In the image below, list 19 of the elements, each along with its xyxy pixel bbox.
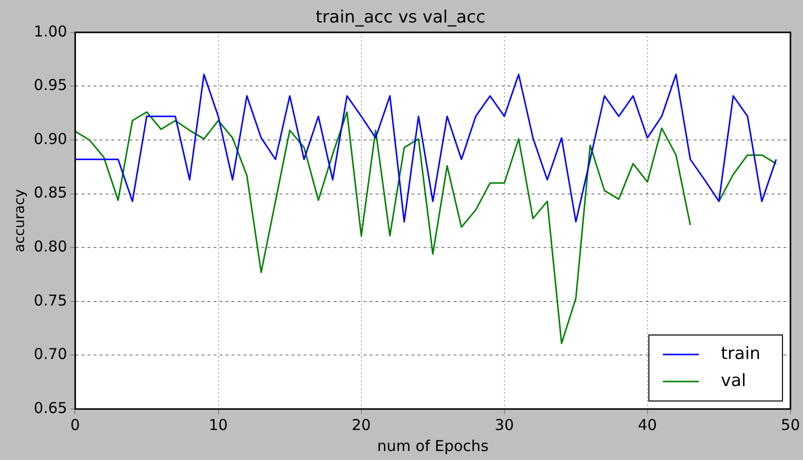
y-tick-label: 0.85 (34, 184, 68, 202)
legend-label: val (720, 370, 746, 391)
x-tick-label: 30 (494, 416, 514, 434)
y-tick-label: 0.65 (34, 398, 68, 417)
x-axis-title: num of Epochs (377, 436, 489, 455)
x-tick-label: 10 (208, 416, 228, 434)
x-tick-label: 20 (352, 416, 371, 434)
chart-title: train_acc vs val_acc (316, 8, 486, 28)
legend-label: train (720, 344, 760, 364)
x-tick-label: 50 (780, 416, 800, 434)
y-tick-label: 0.95 (34, 76, 68, 94)
y-tick-label: 0.70 (34, 345, 68, 364)
y-tick-label: 1.00 (34, 22, 68, 40)
x-tick-label: 0 (70, 416, 80, 434)
y-axis-title: accuracy (12, 189, 28, 252)
y-tick-label: 0.80 (34, 237, 68, 256)
y-tick-label: 0.90 (34, 130, 68, 148)
x-tick-label: 40 (638, 416, 657, 434)
y-tick-label: 0.75 (34, 291, 68, 310)
